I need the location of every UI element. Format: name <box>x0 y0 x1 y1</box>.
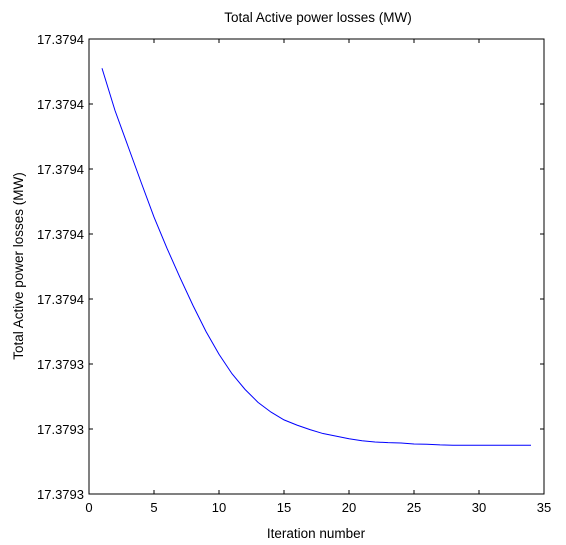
x-tick-label: 10 <box>212 500 226 515</box>
x-tick-label: 25 <box>407 500 421 515</box>
x-tick-label: 5 <box>150 500 157 515</box>
x-tick-label: 30 <box>472 500 486 515</box>
x-tick-label: 20 <box>342 500 356 515</box>
series-line <box>101 68 531 446</box>
y-tick-label: 17.3793 <box>37 357 84 372</box>
y-axis-label: Total Active power losses (MW) <box>11 172 26 360</box>
y-tick-label: 17.3793 <box>37 422 84 437</box>
y-tick-label: 17.3794 <box>37 292 84 307</box>
x-tick-label: 0 <box>85 500 92 515</box>
y-tick-label: 17.3794 <box>37 227 84 242</box>
x-axis: 0 5 10 15 20 25 30 35 <box>85 39 551 515</box>
x-tick-label: 35 <box>537 500 551 515</box>
chart-title: Total Active power losses (MW) <box>224 10 412 25</box>
y-tick-label: 17.3794 <box>37 32 84 47</box>
y-axis: 17.3793 17.3793 17.3793 17.3794 17.3794 17.37… <box>37 32 544 502</box>
x-axis-label: Iteration number <box>267 526 366 541</box>
y-tick-label: 17.3794 <box>37 162 84 177</box>
y-tick-label: 17.3793 <box>37 487 84 502</box>
y-tick-label: 17.3794 <box>37 97 84 112</box>
x-tick-label: 15 <box>277 500 291 515</box>
plot-area <box>88 38 545 495</box>
